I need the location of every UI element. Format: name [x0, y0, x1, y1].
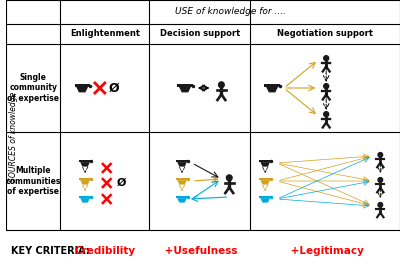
- FancyBboxPatch shape: [176, 178, 188, 180]
- FancyBboxPatch shape: [79, 178, 91, 180]
- Circle shape: [378, 153, 383, 157]
- Polygon shape: [80, 162, 90, 166]
- Text: Single
community
of expertise: Single community of expertise: [8, 73, 60, 103]
- Circle shape: [218, 82, 224, 88]
- Text: Enlightenment: Enlightenment: [70, 29, 140, 39]
- FancyBboxPatch shape: [79, 160, 91, 162]
- Text: Credibility: Credibility: [74, 246, 135, 256]
- FancyBboxPatch shape: [259, 196, 271, 198]
- Text: +Legitimacy: +Legitimacy: [287, 246, 364, 256]
- Polygon shape: [80, 198, 90, 203]
- Polygon shape: [260, 180, 270, 185]
- Text: Multiple
communities
of expertise: Multiple communities of expertise: [6, 166, 61, 196]
- Circle shape: [226, 175, 232, 181]
- Polygon shape: [80, 180, 90, 185]
- Polygon shape: [179, 87, 191, 92]
- Text: Decision support: Decision support: [160, 29, 240, 39]
- Text: Ø: Ø: [108, 82, 119, 94]
- Polygon shape: [76, 87, 88, 92]
- FancyBboxPatch shape: [176, 160, 188, 162]
- FancyBboxPatch shape: [79, 196, 91, 198]
- Polygon shape: [260, 162, 270, 166]
- Text: KEY CRITERIA:: KEY CRITERIA:: [11, 246, 90, 256]
- Text: Negotiation support: Negotiation support: [277, 29, 373, 39]
- Polygon shape: [260, 198, 270, 203]
- FancyBboxPatch shape: [259, 160, 271, 162]
- Polygon shape: [177, 162, 187, 166]
- Polygon shape: [177, 198, 187, 203]
- Circle shape: [324, 112, 329, 117]
- FancyBboxPatch shape: [74, 84, 90, 87]
- Text: Ø: Ø: [117, 178, 126, 188]
- FancyBboxPatch shape: [176, 196, 188, 198]
- Text: SOURCES of knowledge: SOURCES of knowledge: [9, 92, 18, 182]
- Circle shape: [324, 84, 329, 89]
- Circle shape: [378, 203, 383, 207]
- Circle shape: [378, 178, 383, 182]
- Circle shape: [324, 56, 329, 61]
- Text: USE of knowledge for ....: USE of knowledge for ....: [175, 8, 286, 17]
- Text: +Usefulness: +Usefulness: [162, 246, 238, 256]
- FancyBboxPatch shape: [178, 84, 192, 87]
- Polygon shape: [266, 87, 278, 92]
- FancyBboxPatch shape: [259, 178, 271, 180]
- Polygon shape: [177, 180, 187, 185]
- FancyBboxPatch shape: [264, 84, 280, 87]
